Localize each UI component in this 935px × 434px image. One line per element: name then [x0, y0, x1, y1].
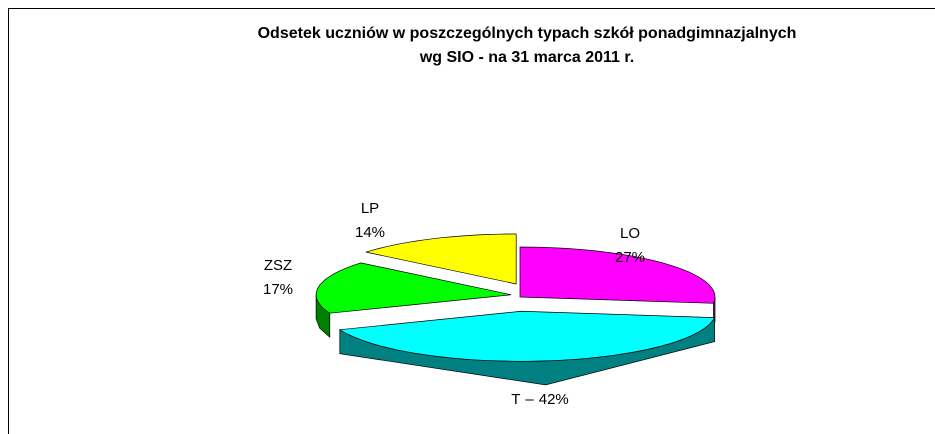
slice	[338, 310, 716, 362]
slice	[365, 233, 517, 285]
value-label: 14%	[355, 224, 385, 241]
value-label: 42%	[539, 391, 569, 408]
chart-title: Odsetek uczniów w poszczególnych typach …	[258, 25, 797, 42]
slice	[519, 246, 716, 304]
category-label: LO	[620, 225, 640, 242]
category-label: LP	[361, 200, 379, 217]
data-label: T –42%	[511, 391, 569, 408]
separator: –	[525, 391, 534, 408]
chart-subtitle: wg SIO - na 31 marca 2011 r.	[419, 49, 634, 66]
category-label: ZSZ	[264, 257, 292, 274]
slice	[315, 262, 512, 314]
category-label: T	[511, 391, 520, 408]
value-label: 27%	[615, 249, 645, 266]
value-label: 17%	[263, 281, 293, 298]
